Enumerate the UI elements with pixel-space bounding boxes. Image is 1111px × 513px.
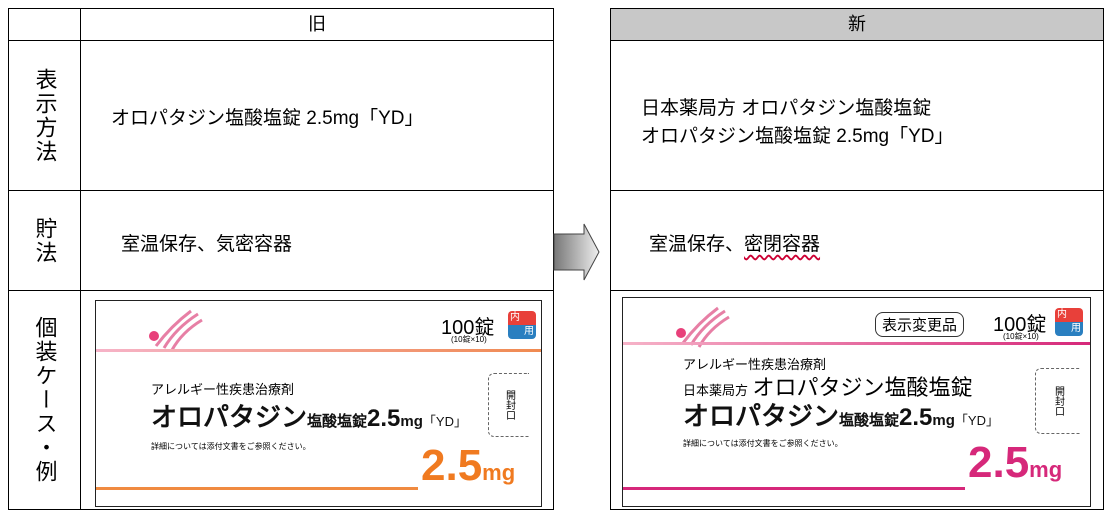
note: 詳細については添付文書をご参照ください。 [683,438,843,449]
old-header: 旧 [80,8,554,41]
arrow [552,222,602,282]
name: オロパタジン [151,402,307,432]
row-label: 貯法 [8,190,81,291]
brand: 「YD」 [423,414,467,429]
dose-unit: mg [932,412,955,429]
badge-bottom: 用 [508,325,536,339]
big-dose-value: 2.5 [968,438,1029,487]
old-package: 100錠 (10錠×10) 内用 アレルギー性疾患治療剤 オロパタジン塩酸塩錠2… [95,300,542,507]
new-header: 新 [610,8,1104,41]
new-storage: 室温保存、密閉容器 [649,229,820,256]
page: 旧 表示方法 オロパタジン塩酸塩錠 2.5mg「YD」 貯法 室温保存、気密容器… [0,0,1111,513]
storage-plain: 室温保存、 [649,234,744,255]
row-label: 表示方法 [8,40,81,191]
old-storage: 室温保存、気密容器 [121,229,292,256]
big-dose-unit: mg [1029,457,1062,482]
brand: 「YD」 [955,413,999,428]
corner-cell [8,8,81,41]
badge-top: 内 [508,311,536,325]
new-display-line: 日本薬局方 オロパタジン塩酸塩錠 [641,93,931,120]
salt: 塩酸塩錠 [307,413,367,430]
badge-bottom: 用 [1055,322,1083,336]
storage-changed: 密閉容器 [744,234,820,255]
name: オロパタジン [683,401,839,431]
new-display-line: オロパタジン塩酸塩錠 2.5mg「YD」 [641,121,953,148]
count-sub: (10錠×10) [1003,331,1039,342]
note: 詳細については添付文書をご参照ください。 [151,441,311,452]
big-dose-value: 2.5 [421,441,482,490]
dose-unit: mg [400,413,423,430]
dose: 2.5 [899,404,932,431]
product-name: オロパタジン塩酸塩錠2.5mg「YD」 [151,397,467,434]
big-dose-unit: mg [482,460,515,485]
category: アレルギー性疾患治療剤 [151,379,294,398]
bottom-line [623,487,965,490]
cell: 日本薬局方 オロパタジン塩酸塩錠 オロパタジン塩酸塩錠 2.5mg「YD」 [610,40,1104,191]
side-tab: 開封口 [1035,368,1080,434]
cell: 室温保存、気密容器 [80,190,554,291]
side-tab: 開封口 [488,373,529,437]
product-name: オロパタジン塩酸塩錠2.5mg「YD」 [683,396,999,433]
big-dose: 2.5mg [421,441,515,491]
stripe [623,342,1090,345]
row-label: 個装ケース・例 [8,290,81,510]
badge-top: 内 [1055,308,1083,322]
cell: 室温保存、密閉容器 [610,190,1104,291]
count-sub: (10錠×10) [451,334,487,345]
stripe [96,349,541,352]
big-dose: 2.5mg [968,438,1062,488]
badge: 内用 [1055,308,1083,336]
new-package: 表示変更品 100錠 (10錠×10) 内用 アレルギー性疾患治療剤 日本薬局方… [622,297,1091,507]
badge: 内用 [508,311,536,339]
salt: 塩酸塩錠 [839,412,899,429]
logo [146,306,206,351]
dose: 2.5 [367,405,400,432]
old-display: オロパタジン塩酸塩錠 2.5mg「YD」 [111,103,423,130]
change-label: 表示変更品 [875,312,964,337]
cell: オロパタジン塩酸塩錠 2.5mg「YD」 [80,40,554,191]
bottom-line [96,487,418,490]
